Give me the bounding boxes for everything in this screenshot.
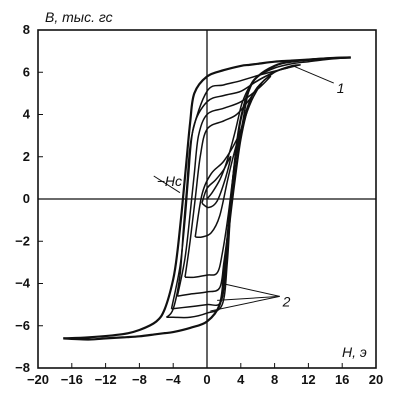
annotation-label: −Hc	[157, 173, 182, 189]
hysteresis-loop-7	[194, 117, 246, 239]
annotation-leader	[292, 65, 334, 84]
y-tick-label: 2	[23, 149, 30, 164]
x-tick-label: −16	[61, 372, 83, 387]
x-tick-label: −12	[95, 372, 117, 387]
x-tick-label: −8	[132, 372, 147, 387]
y-tick-label: −8	[15, 360, 30, 375]
annotation-label: 1	[337, 80, 345, 96]
annotation-label: 2	[282, 293, 291, 309]
x-tick-label: 12	[301, 372, 315, 387]
y-axis-title: B, тыс. гс	[45, 9, 113, 25]
hysteresis-loop-9	[206, 56, 351, 200]
hysteresis-loop-3	[165, 64, 301, 319]
hysteresis-loop-1	[63, 56, 351, 340]
x-tick-label: 0	[203, 372, 210, 387]
hysteresis-loop-6	[184, 86, 259, 279]
x-tick-label: 8	[271, 372, 278, 387]
x-axis-title: H, э	[342, 344, 367, 360]
y-tick-label: 0	[23, 191, 30, 206]
x-tick-label: 16	[335, 372, 349, 387]
x-tick-label: 20	[369, 372, 383, 387]
hysteresis-loop-8	[201, 156, 232, 209]
y-tick-label: −4	[15, 276, 31, 291]
annotations: 1 −Hc 2	[153, 65, 345, 312]
y-tick-label: 4	[23, 107, 31, 122]
y-tick-label: 8	[23, 22, 30, 37]
x-tick-label: −20	[27, 372, 49, 387]
hysteresis-loop-5	[176, 75, 272, 297]
hysteresis-loop-2	[63, 56, 351, 341]
y-tick-label: −2	[15, 233, 30, 248]
x-tick-label: −4	[166, 372, 182, 387]
hysteresis-curves	[63, 56, 351, 341]
annotation-leader	[153, 175, 181, 194]
y-tick-label: −6	[15, 318, 30, 333]
x-tick-label: 4	[237, 372, 245, 387]
annotation-leader	[222, 283, 280, 297]
y-tick-label: 6	[23, 64, 30, 79]
annotation-leader	[210, 295, 280, 312]
annotation-leader	[217, 295, 280, 301]
hysteresis-loop-4	[170, 67, 289, 310]
